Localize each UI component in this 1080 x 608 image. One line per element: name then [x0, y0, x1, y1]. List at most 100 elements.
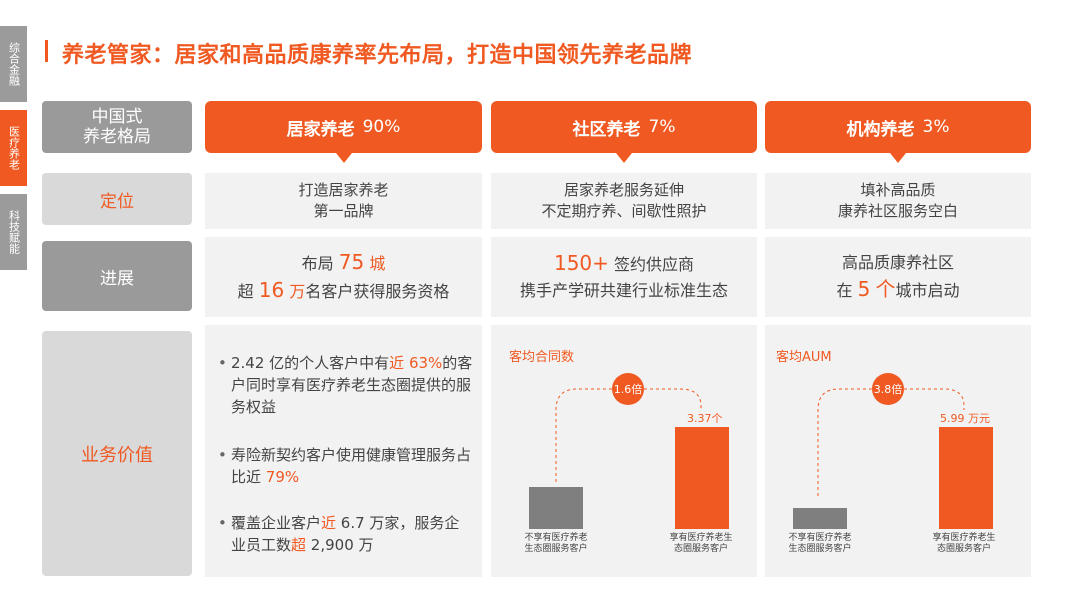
text: 覆盖企业客户: [231, 514, 322, 532]
text: 6.7 万家，服务企业员工数: [231, 514, 460, 554]
bullet-text: 覆盖企业客户近 6.7 万家，服务企业员工数超 2,900 万: [231, 512, 473, 556]
ratio-badge: 1.6倍: [612, 373, 644, 405]
row-header-positioning: 定位: [42, 173, 192, 225]
chart-title-aum: 客均AUM: [776, 350, 832, 365]
bar-label-line: 享有医疗养老生: [932, 533, 996, 543]
progress-cell-community: 150+ 签约供应商 携手产学研共建行业标准生态: [491, 237, 757, 317]
text: 名客户获得服务资格: [305, 282, 450, 301]
positioning-cell-community: 居家养老服务延伸 不定期疗养、间歇性照护: [491, 173, 757, 229]
value-bullet: • 覆盖企业客户近 6.7 万家，服务企业员工数超 2,900 万: [218, 512, 473, 556]
bar-value-label: 5.99 万元: [940, 412, 990, 425]
row-header-pattern: 中国式 养老格局: [42, 101, 192, 153]
page-title: 养老管家：居家和高品质康养率先布局，打造中国领先养老品牌: [62, 43, 693, 68]
cell-line: 不定期疗养、间歇性照护: [541, 202, 707, 220]
bullet-dot-icon: •: [218, 514, 227, 532]
sidebar-item-label: 综合金融: [7, 42, 21, 86]
bar-label-line: 生态圈服务客户: [524, 544, 588, 554]
bullet-dot-icon: •: [218, 446, 227, 464]
value-cell-home: [205, 325, 482, 577]
text: 布局: [301, 254, 334, 273]
text: 寿险新契约客户使用健康管理服务占比近: [231, 446, 472, 486]
row-header-value: 业务价值: [42, 331, 192, 576]
highlight: 超: [291, 536, 307, 554]
ratio-badge: 3.8倍: [872, 373, 904, 405]
cell-line: 填补高品质: [860, 181, 936, 199]
title-accent-bar: [45, 40, 48, 62]
bar-label-line: 不享有医疗养老: [788, 533, 852, 543]
bullet-text: 2.42 亿的个人客户中有近 63%的客户同时享有医疗养老生态圈提供的服务权益: [231, 352, 473, 418]
highlight-unit: 个: [875, 277, 896, 301]
bar-non-eco-contracts: [529, 487, 583, 529]
bar-label-line: 态圈服务客户: [936, 544, 991, 554]
bar-eco-aum: [939, 427, 993, 529]
column-share: 7%: [648, 117, 676, 137]
sidebar-item-label: 科技赋能: [7, 210, 21, 254]
connector-left: [817, 388, 872, 496]
highlight: 近: [321, 514, 337, 532]
highlight-number: 150+: [553, 251, 609, 275]
sidebar-item-label: 医疗养老: [7, 126, 21, 170]
column-header-community-care: 社区养老 7%: [491, 101, 757, 163]
row-header-progress-label: 进展: [100, 268, 134, 289]
cell-line: 在 5 个城市启动: [837, 276, 960, 304]
highlight: 79%: [265, 468, 300, 486]
text: 签约供应商: [614, 255, 695, 274]
highlight-unit: 城: [369, 254, 386, 273]
cell-line: 布局 75 城: [302, 249, 386, 277]
cell-line: 打造居家养老: [298, 181, 389, 199]
pointer-triangle: [890, 153, 906, 163]
bar-value-label: 3.37个: [687, 412, 723, 425]
cell-line: 高品质康养社区: [841, 253, 954, 272]
bar-category-label: 享有医疗养老生 态圈服务客户: [651, 533, 751, 555]
progress-cell-institution: 高品质康养社区 在 5 个城市启动: [765, 237, 1031, 317]
bar-eco-contracts: [675, 427, 729, 529]
text: 城市启动: [895, 281, 960, 300]
bullet-dot-icon: •: [218, 354, 227, 372]
cell-line: 150+ 签约供应商: [554, 250, 694, 278]
positioning-cell-home: 打造居家养老 第一品牌: [205, 173, 482, 229]
column-name: 社区养老: [572, 119, 641, 140]
row-header-pattern-label: 中国式 养老格局: [83, 107, 151, 147]
value-bullet: • 2.42 亿的个人客户中有近 63%的客户同时享有医疗养老生态圈提供的服务权…: [218, 352, 473, 418]
cell-line: 超 16 万名客户获得服务资格: [238, 277, 450, 305]
bar-label-line: 不享有医疗养老: [524, 533, 588, 543]
connector-right: [904, 388, 965, 410]
bar-non-eco-aum: [793, 508, 847, 529]
bar-label-line: 享有医疗养老生: [669, 533, 733, 543]
column-name: 机构养老: [846, 119, 915, 140]
bar-category-label: 享有医疗养老生 态圈服务客户: [914, 533, 1014, 555]
connector-left: [555, 388, 612, 482]
bar-category-label: 不享有医疗养老 生态圈服务客户: [770, 533, 870, 555]
cell-line: 携手产学研共建行业标准生态: [519, 281, 728, 300]
row-header-progress: 进展: [42, 241, 192, 311]
bullet-text: 寿险新契约客户使用健康管理服务占比近 79%: [231, 444, 473, 488]
cell-line: 第一品牌: [313, 202, 374, 220]
column-share: 3%: [922, 117, 950, 137]
pointer-triangle: [335, 153, 352, 163]
positioning-cell-institution: 填补高品质 康养社区服务空白: [765, 173, 1031, 229]
text: 的客户同时享有医疗养老生态圈提供的服务权益: [231, 354, 473, 416]
cell-line: 居家养老服务延伸: [563, 181, 684, 199]
sidebar-item-healthcare[interactable]: 医疗养老: [0, 110, 27, 186]
bar-label-line: 态圈服务客户: [673, 544, 728, 554]
cell-line: 康养社区服务空白: [837, 202, 958, 220]
highlight-number: 16: [258, 278, 285, 302]
highlight: 近 63%: [389, 354, 443, 372]
sidebar-item-tech[interactable]: 科技赋能: [0, 194, 27, 270]
value-bullet: • 寿险新契约客户使用健康管理服务占比近 79%: [218, 444, 473, 488]
text: 在: [836, 281, 853, 300]
column-share: 90%: [362, 117, 401, 137]
column-header-institution-care: 机构养老 3%: [765, 101, 1031, 163]
pointer-triangle: [616, 153, 632, 163]
bar-category-label: 不享有医疗养老 生态圈服务客户: [506, 533, 606, 555]
progress-cell-home: 布局 75 城 超 16 万名客户获得服务资格: [205, 237, 482, 317]
chart-title-contracts: 客均合同数: [509, 350, 575, 365]
highlight-number: 5: [857, 277, 871, 301]
row-header-value-label: 业务价值: [81, 444, 153, 466]
sidebar-item-finance[interactable]: 综合金融: [0, 26, 27, 102]
column-header-home-care: 居家养老 90%: [205, 101, 482, 163]
bar-label-line: 生态圈服务客户: [788, 544, 852, 554]
row-header-positioning-label: 定位: [100, 191, 134, 212]
text: 超: [237, 282, 254, 301]
